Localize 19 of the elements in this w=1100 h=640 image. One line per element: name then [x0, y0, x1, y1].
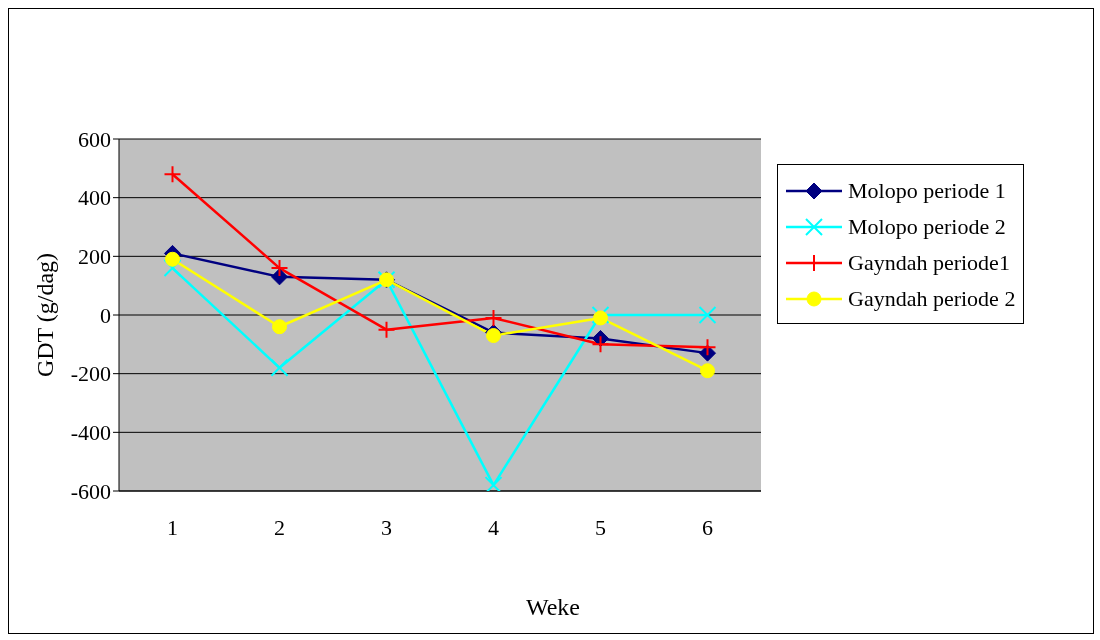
- y-axis-title: GDT (g/dag): [31, 252, 58, 378]
- legend-label: Gayndah periode 2: [848, 286, 1016, 312]
- x-tick-label: 6: [702, 514, 713, 540]
- y-tick-label: 400: [78, 185, 111, 211]
- x-tick-label: 3: [381, 514, 392, 540]
- x-axis-title: Weke: [524, 594, 581, 621]
- y-tick-label: 200: [78, 244, 111, 270]
- legend-label: Gayndah periode1: [848, 250, 1010, 276]
- y-tick-label: -200: [70, 361, 111, 387]
- x-tick-label: 5: [595, 514, 606, 540]
- x-tick-label: 4: [488, 514, 499, 540]
- x-tick-label: 1: [167, 514, 178, 540]
- y-tick-label: 0: [100, 302, 111, 328]
- y-tick-label: -400: [70, 420, 111, 446]
- legend-label: Molopo periode 1: [848, 178, 1006, 204]
- legend-label: Molopo periode 2: [848, 214, 1006, 240]
- y-tick-label: 600: [78, 126, 111, 152]
- y-tick-label: -600: [70, 478, 111, 504]
- x-tick-label: 2: [274, 514, 285, 540]
